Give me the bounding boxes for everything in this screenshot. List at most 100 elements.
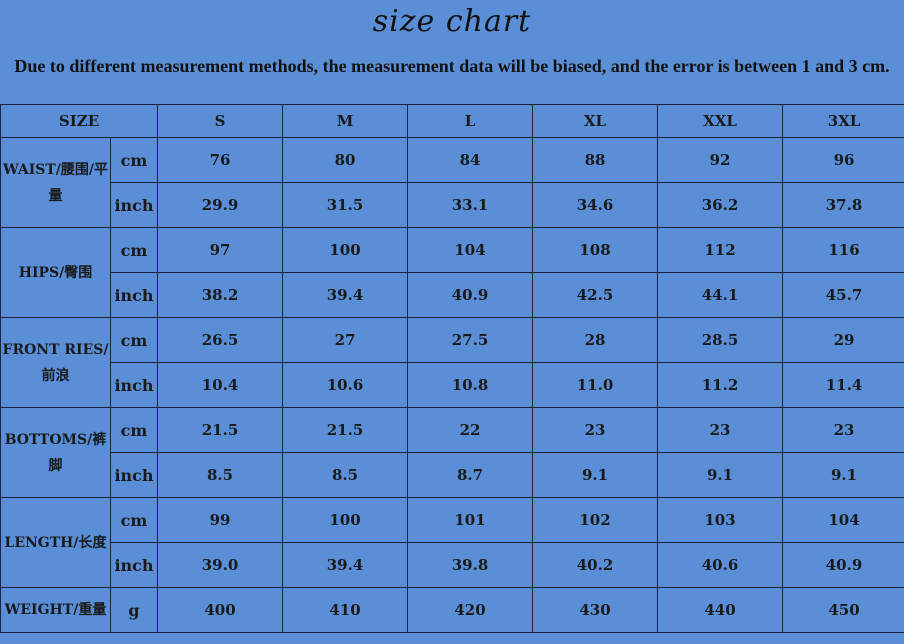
- value-cell: 88: [532, 137, 659, 183]
- value-cell: 11.4: [782, 362, 904, 408]
- value-cell: 104: [407, 227, 534, 273]
- value-cell: 21.5: [282, 407, 409, 453]
- value-cell: 10.4: [157, 362, 284, 408]
- value-cell: 40.6: [657, 542, 784, 588]
- value-cell: 100: [282, 497, 409, 543]
- value-cell: 39.8: [407, 542, 534, 588]
- value-cell: 44.1: [657, 272, 784, 318]
- value-cell: 108: [532, 227, 659, 273]
- value-cell: 10.6: [282, 362, 409, 408]
- value-cell: 33.1: [407, 182, 534, 228]
- table-row: FRONT RIES/前浪 cm 26.5 27 27.5 28 28.5 29: [0, 317, 904, 408]
- value-cell: 39.4: [282, 542, 409, 588]
- value-cell: 11.0: [532, 362, 659, 408]
- measurement-label: FRONT RIES/前浪: [0, 317, 111, 408]
- table-row: LENGTH/长度 cm 99 100 101 102 103 104: [0, 497, 904, 588]
- size-col-header: L: [407, 104, 534, 138]
- value-cell: 101: [407, 497, 534, 543]
- value-cell: 36.2: [657, 182, 784, 228]
- value-cell: 23: [532, 407, 659, 453]
- table-row: inch 8.5 8.5 8.7 9.1 9.1 9.1: [1, 452, 904, 498]
- table-row: inch 10.4 10.6 10.8 11.0 11.2 11.4: [1, 362, 904, 408]
- value-cell: 31.5: [282, 182, 409, 228]
- chart-title: size chart: [372, 4, 532, 39]
- value-cell: 11.2: [657, 362, 784, 408]
- value-cell: 104: [782, 497, 904, 543]
- value-cell: 9.1: [782, 452, 904, 498]
- value-cell: 410: [282, 587, 409, 633]
- unit-cell: inch: [109, 362, 159, 408]
- value-cell: 9.1: [657, 452, 784, 498]
- value-cell: 99: [157, 497, 284, 543]
- value-cell: 92: [657, 137, 784, 183]
- value-cell: 23: [782, 407, 904, 453]
- table-row: inch 38.2 39.4 40.9 42.5 44.1 45.7: [1, 272, 904, 318]
- unit-cell: inch: [109, 272, 159, 318]
- value-cell: 8.7: [407, 452, 534, 498]
- value-cell: 80: [282, 137, 409, 183]
- value-cell: 430: [532, 587, 659, 633]
- measurement-note: Due to different measurement methods, th…: [14, 56, 890, 76]
- value-cell: 96: [782, 137, 904, 183]
- measurement-label: BOTTOMS/裤脚: [0, 407, 111, 498]
- table-row: WAIST/腰围/平量 cm 76 80 84 88 92 96: [0, 137, 904, 228]
- unit-cell: inch: [109, 452, 159, 498]
- unit-cell: inch: [109, 542, 159, 588]
- size-header: SIZE: [0, 104, 159, 138]
- size-table: SIZE S M L XL XXL 3XL WAIST/腰围/平量 cm 76 80 8…: [0, 104, 904, 633]
- measurement-label: LENGTH/长度: [0, 497, 111, 588]
- value-cell: 27.5: [407, 317, 534, 363]
- value-cell: 39.0: [157, 542, 284, 588]
- header-row: SIZE S M L XL XXL 3XL: [0, 104, 904, 138]
- size-col-header: S: [157, 104, 284, 138]
- value-cell: 23: [657, 407, 784, 453]
- value-cell: 8.5: [157, 452, 284, 498]
- value-cell: 102: [532, 497, 659, 543]
- unit-cell: cm: [109, 407, 159, 453]
- value-cell: 42.5: [532, 272, 659, 318]
- table-row: BOTTOMS/裤脚 cm 21.5 21.5 22 23 23 23: [0, 407, 904, 498]
- size-col-header: XL: [532, 104, 659, 138]
- value-cell: 40.9: [782, 542, 904, 588]
- value-cell: 28: [532, 317, 659, 363]
- value-cell: 8.5: [282, 452, 409, 498]
- value-cell: 100: [282, 227, 409, 273]
- value-cell: 40.9: [407, 272, 534, 318]
- size-col-header: XXL: [657, 104, 784, 138]
- table-row: HIPS/臀围 cm 97 100 104 108 112 116: [0, 227, 904, 318]
- value-cell: 440: [657, 587, 784, 633]
- value-cell: 22: [407, 407, 534, 453]
- value-cell: 420: [407, 587, 534, 633]
- value-cell: 400: [157, 587, 284, 633]
- value-cell: 37.8: [782, 182, 904, 228]
- unit-cell: cm: [109, 497, 159, 543]
- value-cell: 9.1: [532, 452, 659, 498]
- measurement-label: WAIST/腰围/平量: [0, 137, 111, 228]
- value-cell: 39.4: [282, 272, 409, 318]
- value-cell: 84: [407, 137, 534, 183]
- measurement-label: WEIGHT/重量: [0, 587, 111, 633]
- value-cell: 112: [657, 227, 784, 273]
- unit-cell: g: [109, 587, 159, 633]
- table-row: inch 29.9 31.5 33.1 34.6 36.2 37.8: [1, 182, 904, 228]
- value-cell: 103: [657, 497, 784, 543]
- value-cell: 29: [782, 317, 904, 363]
- unit-cell: cm: [109, 227, 159, 273]
- value-cell: 26.5: [157, 317, 284, 363]
- value-cell: 10.8: [407, 362, 534, 408]
- value-cell: 45.7: [782, 272, 904, 318]
- value-cell: 38.2: [157, 272, 284, 318]
- value-cell: 97: [157, 227, 284, 273]
- value-cell: 76: [157, 137, 284, 183]
- value-cell: 450: [782, 587, 904, 633]
- unit-cell: cm: [109, 317, 159, 363]
- table-row: inch 39.0 39.4 39.8 40.2 40.6 40.9: [1, 542, 904, 588]
- value-cell: 21.5: [157, 407, 284, 453]
- measurement-label: HIPS/臀围: [0, 227, 111, 318]
- value-cell: 27: [282, 317, 409, 363]
- unit-cell: inch: [109, 182, 159, 228]
- value-cell: 34.6: [532, 182, 659, 228]
- value-cell: 116: [782, 227, 904, 273]
- size-col-header: 3XL: [782, 104, 904, 138]
